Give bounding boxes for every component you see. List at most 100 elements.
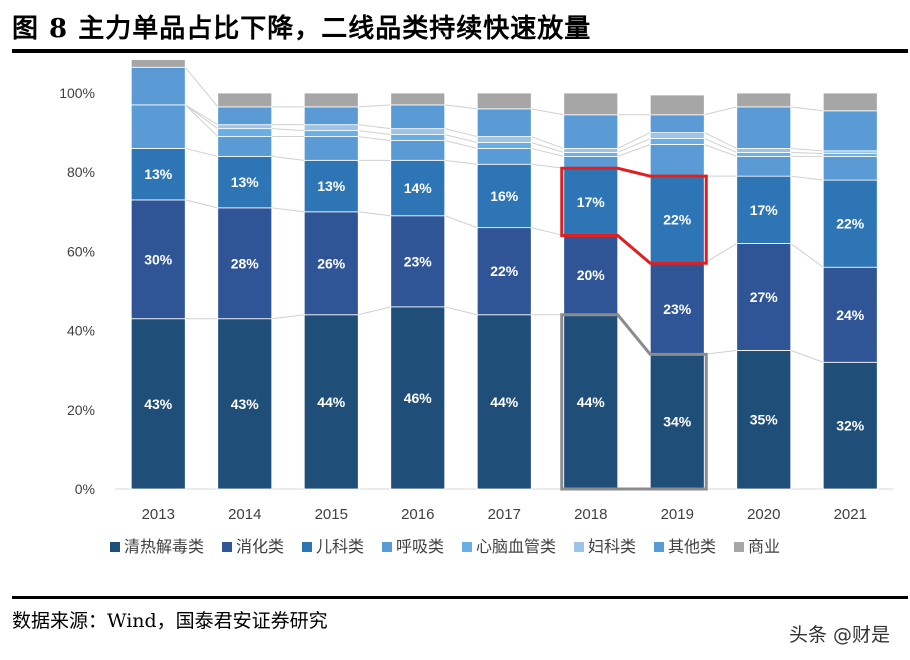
bar-segment	[563, 114, 619, 149]
series-connector-line	[790, 106, 824, 112]
series-connector-line	[444, 159, 478, 165]
bar-segment	[476, 314, 532, 490]
data-label: 34%	[663, 414, 692, 430]
bar-segment	[563, 235, 619, 316]
bar-segment	[563, 92, 619, 116]
bar-segment	[390, 159, 446, 217]
bar-segment	[563, 152, 619, 157]
bar-segment	[390, 128, 446, 135]
data-label: 22%	[490, 263, 519, 279]
series-connector-line	[790, 151, 824, 155]
data-label: 23%	[404, 253, 433, 269]
bar-segment	[563, 167, 619, 236]
y-tick-label: 100%	[59, 85, 95, 101]
bar-segment	[649, 175, 705, 264]
legend-swatch	[654, 542, 664, 552]
legend-label: 清热解毒类	[124, 538, 204, 556]
bar-segment	[649, 94, 705, 116]
legend-swatch	[462, 542, 472, 552]
series-connector-line	[184, 104, 219, 130]
x-tick-label: 2019	[661, 506, 694, 523]
series-connector-line	[444, 140, 478, 149]
bar-segment	[217, 106, 273, 126]
x-tick-label: 2020	[747, 506, 780, 523]
x-tick-label: 2015	[315, 506, 348, 523]
legend-swatch	[222, 542, 232, 552]
y-tick-label: 20%	[67, 402, 95, 418]
bar-segment	[563, 314, 619, 490]
legend-label: 呼吸类	[396, 538, 444, 556]
bar-segment	[476, 142, 532, 149]
legend-label: 儿科类	[316, 538, 364, 556]
bar-segment	[217, 207, 273, 320]
series-connector-line	[531, 227, 564, 237]
series-connector-line	[358, 136, 391, 142]
x-tick-label: 2021	[834, 506, 867, 523]
legend-swatch	[110, 542, 120, 552]
series-connector-line	[704, 144, 737, 157]
data-label: 22%	[836, 216, 865, 232]
bar-segment	[649, 132, 705, 139]
data-label: 27%	[750, 289, 779, 305]
series-connector-line	[184, 104, 219, 137]
data-label: 26%	[317, 255, 346, 271]
legend-label: 商业	[748, 538, 780, 556]
x-tick-label: 2014	[228, 506, 261, 523]
series-connector-line	[185, 199, 218, 209]
series-connector-line	[704, 349, 737, 355]
series-connector-line	[704, 138, 737, 153]
bar-segment	[476, 148, 532, 165]
bar-segment	[130, 60, 186, 68]
series-connector-line	[444, 104, 478, 110]
data-label: 13%	[231, 174, 260, 190]
bar-segment	[649, 114, 705, 133]
y-tick-label: 80%	[67, 164, 95, 180]
series-connector-line	[617, 144, 651, 157]
bar-segment	[303, 159, 359, 213]
bar-segment	[303, 92, 359, 108]
series-connector-line	[185, 147, 218, 157]
data-label: 28%	[231, 255, 260, 271]
series-connector-line	[358, 306, 391, 316]
bar-segment	[736, 175, 792, 244]
bar-segment	[303, 314, 359, 490]
bar-segment	[563, 148, 619, 153]
legend-label: 心脑血管类	[476, 538, 556, 556]
bar-segment	[563, 155, 619, 169]
bar-segment	[736, 155, 792, 177]
x-tick-label: 2013	[142, 506, 175, 523]
bar-segment	[736, 148, 792, 153]
series-connector-line	[444, 134, 478, 143]
highlight-outline	[560, 166, 708, 265]
series-connector-line	[444, 306, 478, 316]
data-label: 43%	[231, 396, 260, 412]
data-label: 13%	[144, 166, 173, 182]
series-connector-line	[271, 314, 305, 320]
series-connector-line	[271, 128, 305, 132]
bar-segment	[649, 144, 705, 177]
bar-segment	[217, 124, 273, 130]
series-connector-line	[271, 155, 305, 161]
series-connector-line	[531, 147, 564, 157]
bar-segment	[390, 215, 446, 308]
bar-segment	[390, 104, 446, 130]
bar-segment	[476, 163, 532, 229]
x-tick-label: 2017	[488, 506, 521, 523]
data-label: 32%	[836, 418, 865, 434]
series-connector-line	[704, 132, 737, 149]
bar-segment	[390, 92, 446, 106]
data-label: 44%	[317, 394, 346, 410]
page-title: 图 8 主力单品占比下降，二线品类持续快速放量	[12, 14, 592, 44]
data-label: 17%	[577, 194, 606, 210]
series-connector-line	[184, 104, 219, 126]
data-label: 44%	[490, 394, 519, 410]
bar-segment	[822, 266, 878, 363]
bar-segment	[303, 106, 359, 126]
series-connector-line	[617, 132, 651, 149]
bar-segment	[130, 66, 186, 106]
series-connector-line	[703, 243, 738, 264]
x-tick-label: 2018	[574, 506, 607, 523]
series-connector-line	[704, 106, 737, 116]
y-tick-label: 0%	[75, 481, 95, 497]
bar-segment	[303, 211, 359, 316]
